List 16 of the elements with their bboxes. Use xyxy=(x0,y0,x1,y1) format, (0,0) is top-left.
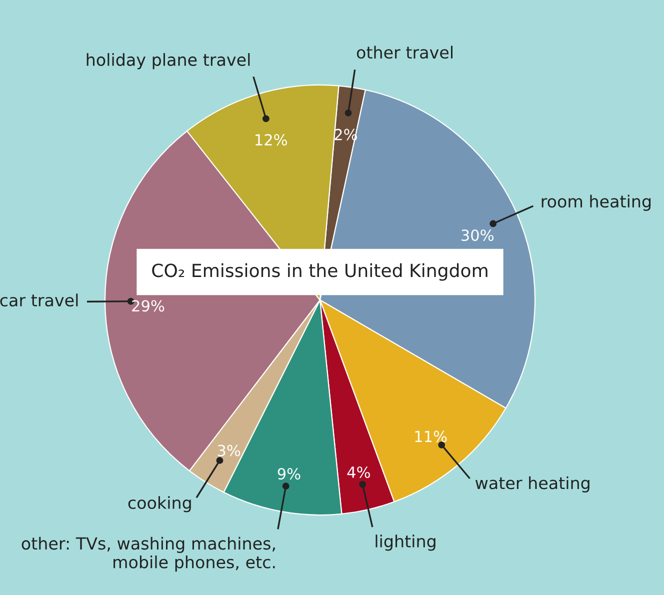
data-label: 11% xyxy=(415,430,447,442)
slice-label: cooking xyxy=(128,496,191,512)
slice-label: room heating xyxy=(542,194,651,211)
slice-label: car travel xyxy=(0,294,78,307)
slice-label: water heating xyxy=(475,476,590,493)
text: CO₂ Emissions in the United Kingdom xyxy=(152,263,488,281)
data-label: 4% xyxy=(347,466,370,478)
data-label: 29% xyxy=(132,300,164,312)
slice-label: lighting xyxy=(376,534,436,551)
slice-label: other: TVs, washing machines, mobile phones, etc. xyxy=(22,536,275,572)
data-label: 12% xyxy=(256,134,287,146)
slice-label: holiday plane travel xyxy=(86,53,250,70)
data-label: 30% xyxy=(462,229,494,242)
slice-label: other travel xyxy=(356,46,452,59)
data-label: 9% xyxy=(278,468,300,480)
data-label: 3% xyxy=(218,444,240,456)
